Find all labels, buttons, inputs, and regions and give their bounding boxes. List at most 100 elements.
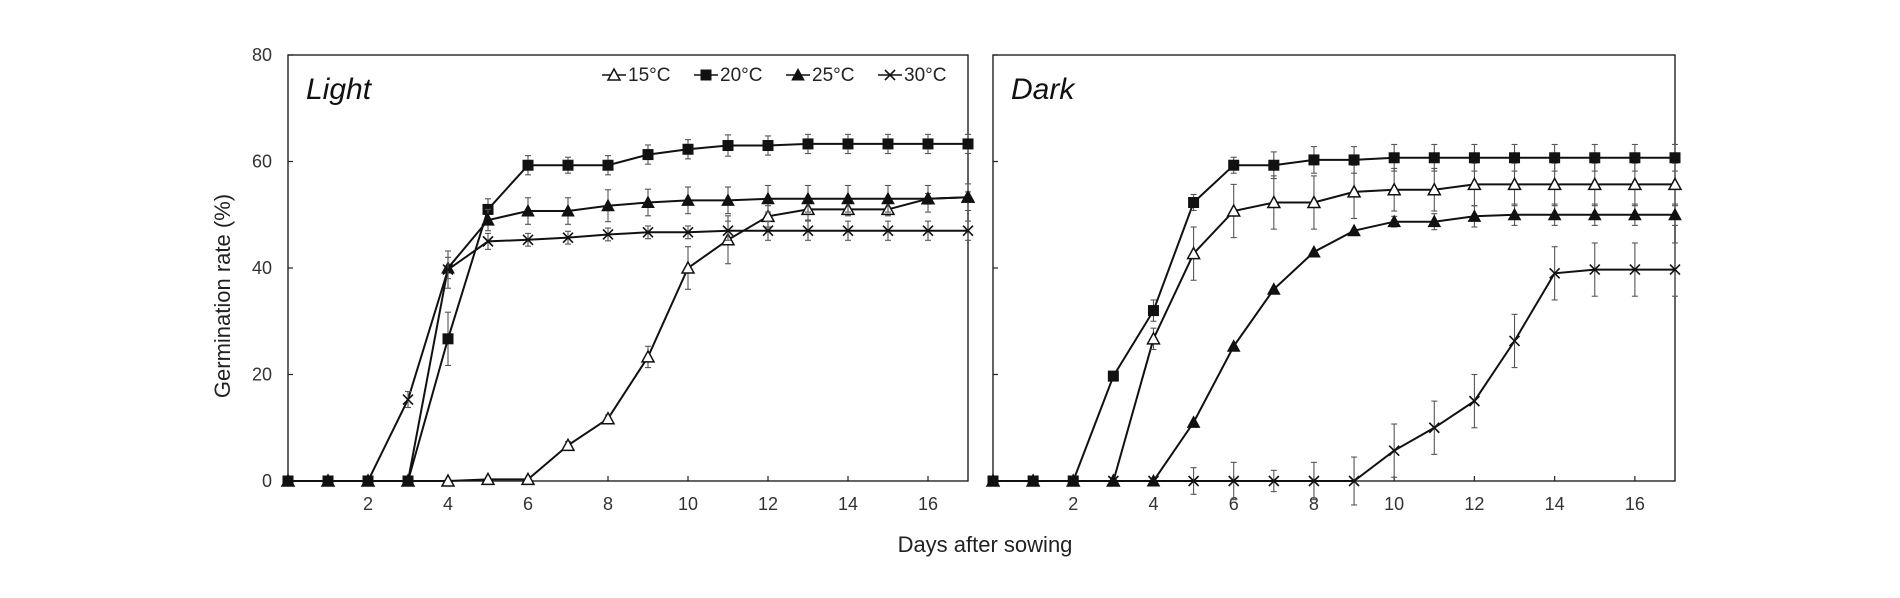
point-light-30c-11-stroke-b	[722, 225, 734, 237]
point-light-30c-16-stroke-b	[922, 225, 934, 237]
point-light-25c-3	[401, 473, 415, 487]
point-light-25c-8	[601, 198, 615, 212]
point-dark-20c-16	[1629, 152, 1641, 164]
point-dark-25c-9	[1347, 223, 1361, 237]
point-light-20c-12	[762, 140, 774, 152]
point-dark-15c-8	[1306, 194, 1322, 209]
point-dark-25c-17	[1668, 207, 1682, 221]
point-light-25c-15	[881, 191, 895, 205]
y-tick-label-40: 40	[252, 258, 272, 278]
panel-dark: 2 4 6 8 10 12 14 16 Dark	[985, 54, 1683, 514]
point-dark-25c-12	[1467, 209, 1482, 222]
point-dark-15c-7	[1266, 194, 1282, 209]
point-light-30c-6-stroke-b	[522, 234, 534, 246]
point-light-25c-9	[641, 195, 655, 209]
legend-item-20c: 20°C	[694, 65, 762, 86]
point-dark-20c-8	[1308, 154, 1320, 166]
point-light-15c-9	[640, 349, 656, 363]
x-tick-label-dark-12: 12	[1464, 494, 1484, 514]
point-dark-20c-10	[1388, 152, 1400, 164]
x-tick-label-light-12: 12	[758, 494, 778, 514]
point-dark-15c-10	[1386, 182, 1402, 196]
point-light-30c-12	[762, 225, 774, 237]
y-tick-label-0: 0	[262, 471, 272, 491]
point-light-15c-7	[560, 437, 576, 452]
point-dark-15c-5	[1186, 246, 1201, 260]
point-dark-25c-11	[1427, 214, 1442, 228]
x-axis-title: Days after sowing	[898, 532, 1073, 557]
point-light-25c-6	[521, 203, 535, 217]
point-light-15c-5	[480, 471, 496, 486]
point-dark-25c-10	[1387, 214, 1402, 228]
point-light-30c-17	[962, 225, 974, 237]
point-light-30c-4	[442, 264, 454, 276]
point-dark-30c-5	[1188, 475, 1200, 487]
point-light-30c-14	[842, 225, 854, 237]
point-light-30c-7-stroke-b	[562, 232, 574, 244]
x-tick-label-dark-10: 10	[1384, 494, 1404, 514]
point-dark-30c-16-stroke-b	[1629, 264, 1641, 276]
point-light-20c-13	[802, 138, 814, 150]
point-dark-25c-13	[1507, 207, 1522, 221]
point-light-30c-11	[722, 225, 734, 237]
point-dark-25c-6	[1226, 339, 1241, 352]
series-light-30c	[282, 220, 974, 487]
point-dark-30c-5-stroke-b	[1188, 475, 1200, 487]
series-line-light-30c	[288, 229, 968, 482]
point-light-30c-13-stroke-b	[802, 225, 814, 237]
point-light-30c-1	[322, 475, 334, 487]
legend-marker-25c	[791, 67, 805, 81]
legend-label-15c: 15°C	[628, 65, 670, 86]
point-light-20c-7	[562, 159, 574, 171]
point-light-20c-4	[442, 333, 454, 345]
point-dark-15c-15	[1587, 176, 1603, 191]
x-tick-label-light-14: 14	[838, 494, 858, 514]
point-dark-15c-16	[1627, 176, 1643, 191]
point-dark-30c-4	[1147, 475, 1160, 487]
point-dark-20c-17	[1669, 152, 1681, 164]
point-light-30c-3-stroke-b	[402, 393, 414, 406]
point-dark-20c-11	[1428, 152, 1440, 164]
panel-light: 0 20 40 60 80 2 4 6 8 10 12 14 16 Light 15°C 20°C 25°C 30…	[252, 45, 976, 514]
point-dark-20c-4	[1147, 305, 1159, 317]
legend-label-20c: 20°C	[720, 65, 762, 86]
x-tick-label-light-4: 4	[443, 494, 453, 514]
point-light-15c-8	[600, 411, 616, 425]
point-light-30c-15-stroke-b	[882, 225, 894, 237]
x-tick-label-dark-6: 6	[1229, 494, 1239, 514]
point-light-30c-2-stroke-b	[362, 475, 374, 487]
point-light-30c-17-stroke-b	[962, 225, 974, 237]
point-light-30c-15	[882, 225, 894, 237]
x-tick-label-light-2: 2	[363, 494, 373, 514]
point-light-20c-16	[922, 138, 934, 150]
point-dark-30c-17-stroke-b	[1669, 264, 1681, 276]
legend-label-30c: 30°C	[904, 65, 946, 86]
point-light-30c-16	[922, 225, 934, 237]
point-light-30c-10	[682, 226, 694, 238]
series-line-dark-20c	[993, 156, 1675, 482]
x-tick-label-dark-8: 8	[1309, 494, 1319, 514]
point-dark-15c-9	[1346, 184, 1362, 198]
series-dark-15c	[985, 162, 1683, 487]
point-dark-15c-17	[1667, 176, 1683, 191]
y-tick-label-80: 80	[252, 45, 272, 65]
point-dark-25c-7	[1266, 282, 1281, 295]
point-dark-30c-15-stroke-b	[1589, 264, 1601, 276]
point-light-25c-11	[721, 193, 735, 206]
x-tick-label-dark-16: 16	[1625, 494, 1645, 514]
point-light-30c-7	[562, 232, 574, 244]
legend-item-15c: 15°C	[602, 65, 670, 86]
legend-marker-30c-stroke-b	[884, 69, 896, 81]
point-light-25c-12	[761, 191, 775, 205]
point-dark-30c-14	[1549, 267, 1561, 279]
point-dark-20c-15	[1589, 152, 1601, 164]
point-dark-30c-1	[1027, 475, 1039, 487]
point-dark-30c-6-stroke-b	[1228, 475, 1240, 487]
x-tick-label-dark-14: 14	[1545, 494, 1565, 514]
point-light-25c-14	[841, 191, 855, 205]
legend-item-30c: 30°C	[878, 65, 946, 86]
point-dark-30c-9	[1348, 475, 1360, 487]
point-light-30c-9	[642, 226, 654, 238]
